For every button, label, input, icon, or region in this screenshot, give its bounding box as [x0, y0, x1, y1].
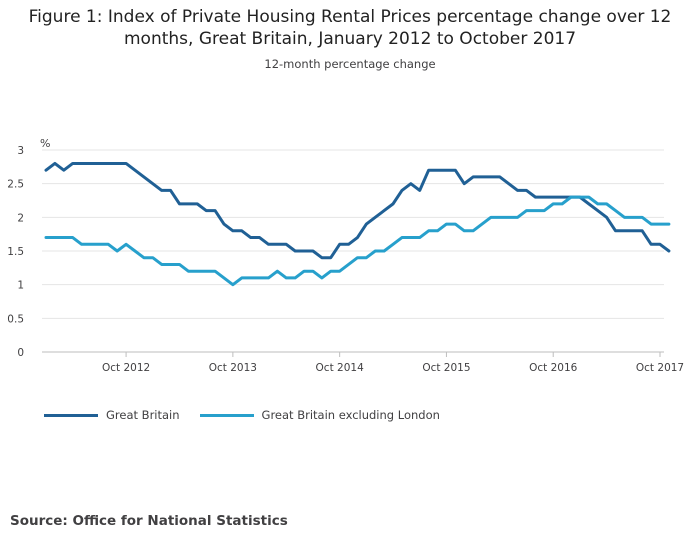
x-tick-label: Oct 2015 [422, 362, 470, 374]
gridlines [42, 149, 664, 353]
series-line-excl-london [44, 195, 671, 287]
y-tick-label: 2 [17, 212, 24, 224]
x-tick-label: Oct 2017 [636, 362, 684, 374]
y-tick-label: 3 [17, 145, 24, 157]
series-line-great-britain [44, 161, 671, 260]
y-tick-label: 1.5 [7, 246, 24, 258]
x-tick-label: Oct 2014 [316, 362, 365, 374]
y-tick-label: 2.5 [7, 179, 24, 191]
line-chart: 0 0.5 1 1.5 2 2.5 3 Oct 2012 Oct 2013 Oct 2014 Oct… [7, 137, 684, 374]
chart-title: Figure 1: Index of Private Housing Renta… [28, 7, 672, 49]
legend-swatch-great-britain [44, 413, 98, 417]
chart-subtitle: 12-month percentage change [264, 57, 436, 71]
y-tick-label: 0 [17, 347, 24, 359]
legend-label-excl-london: Great Britain excluding London [261, 408, 440, 422]
y-axis-unit-label: % [40, 137, 50, 150]
axes: 0 0.5 1 1.5 2 2.5 3 Oct 2012 Oct 2013 Oct 2014 Oct… [7, 145, 684, 374]
legend-item-great-britain: Great Britain [44, 408, 180, 422]
y-tick-label: 1 [17, 280, 24, 292]
legend-item-excl-london: Great Britain excluding London [199, 408, 440, 422]
series-lines [44, 161, 671, 287]
legend-label-great-britain: Great Britain [106, 408, 180, 422]
legend-swatch-excl-london [199, 413, 254, 417]
source-note: Source: Office for National Statistics [10, 513, 288, 529]
x-tick-label: Oct 2016 [529, 362, 578, 374]
y-tick-label: 0.5 [7, 313, 24, 325]
legend: Great Britain Great Britain excluding Lo… [44, 408, 460, 422]
x-tick-label: Oct 2012 [102, 362, 150, 374]
x-tick-label: Oct 2013 [209, 362, 257, 374]
